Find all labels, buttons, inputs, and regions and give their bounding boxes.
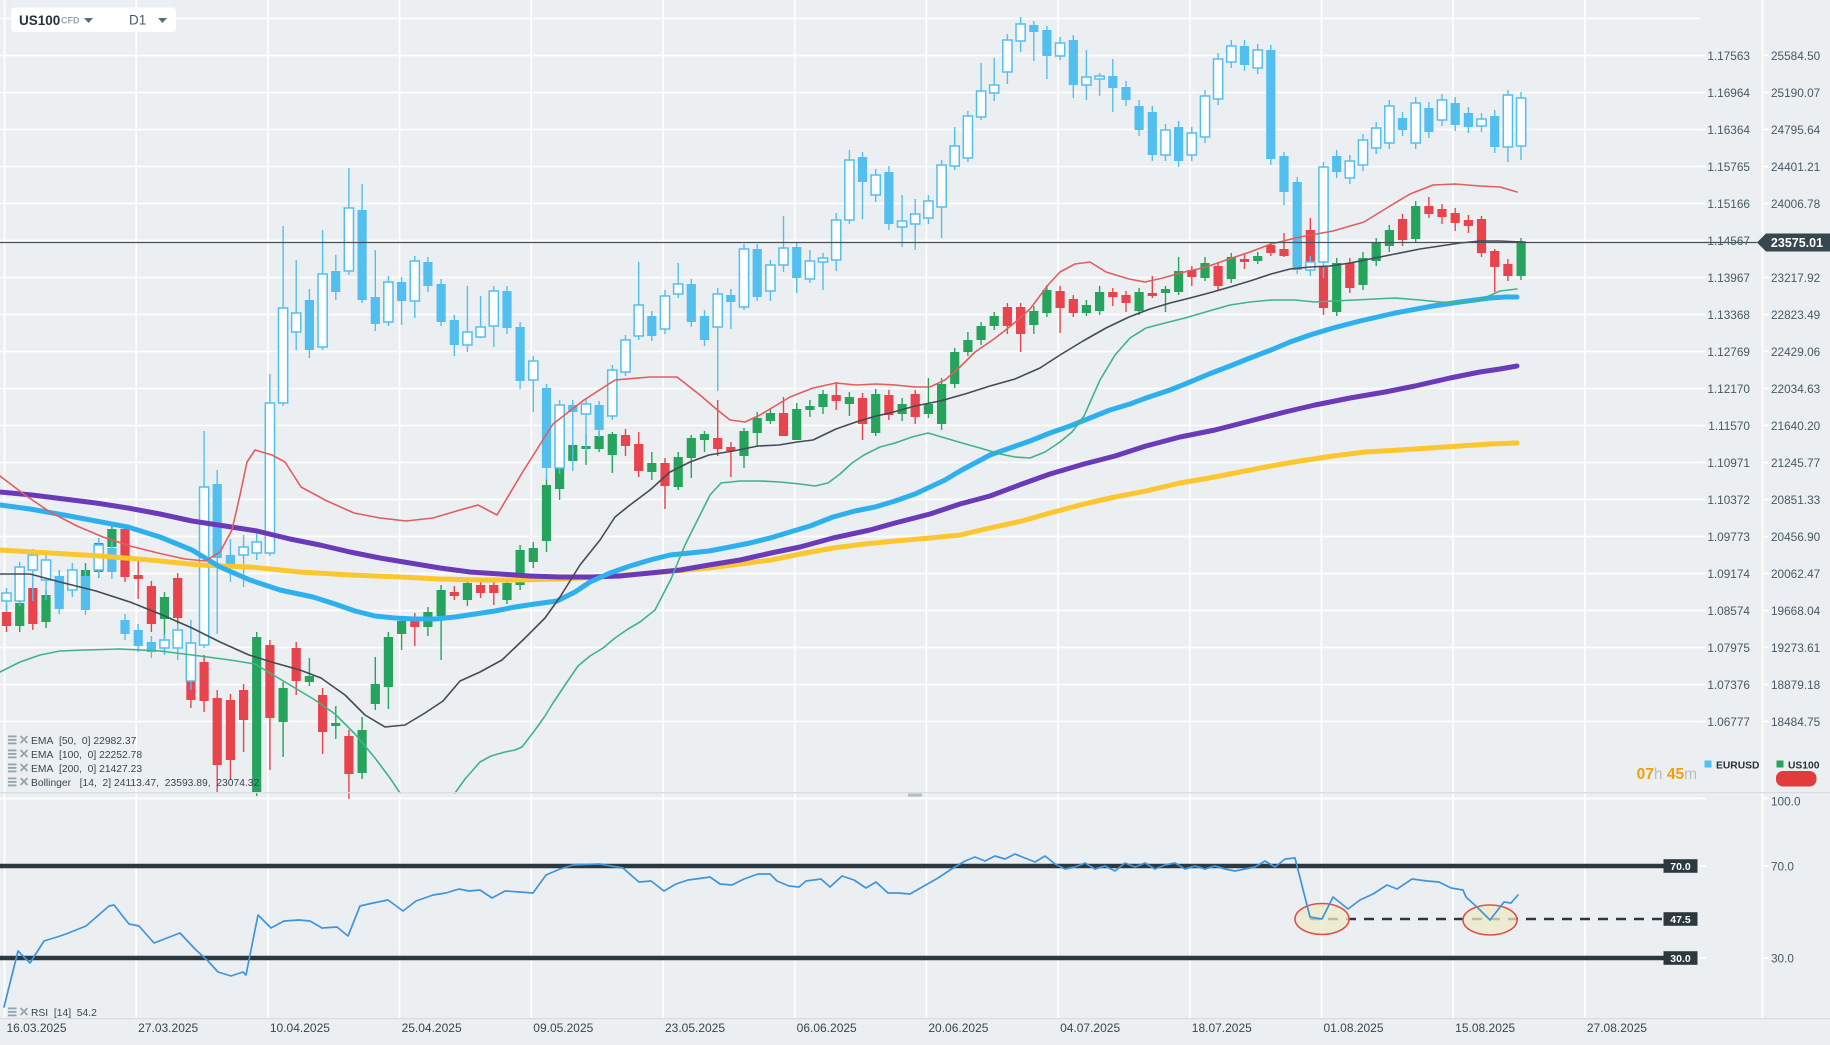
svg-text:1.06777: 1.06777 — [1707, 715, 1750, 729]
svg-text:01.08.2025: 01.08.2025 — [1323, 1021, 1383, 1035]
svg-text:09.05.2025: 09.05.2025 — [533, 1021, 593, 1035]
svg-text:1.14567: 1.14567 — [1707, 234, 1750, 248]
svg-text:27.03.2025: 27.03.2025 — [138, 1021, 198, 1035]
svg-text:1.08574: 1.08574 — [1707, 604, 1750, 618]
svg-text:22823.49: 22823.49 — [1771, 308, 1820, 322]
svg-text:70.0: 70.0 — [1670, 861, 1691, 873]
svg-text:25.04.2025: 25.04.2025 — [402, 1021, 462, 1035]
svg-text:EURUSD: EURUSD — [1716, 761, 1759, 772]
svg-text:EMA [50, 0] 22982.37: EMA [50, 0] 22982.37 — [31, 736, 137, 747]
svg-text:23575.01: 23575.01 — [1771, 236, 1823, 250]
svg-text:1.09174: 1.09174 — [1707, 567, 1750, 581]
svg-text:27.08.2025: 27.08.2025 — [1587, 1021, 1647, 1035]
svg-text:21245.77: 21245.77 — [1771, 456, 1820, 470]
svg-text:24006.78: 24006.78 — [1771, 197, 1821, 211]
svg-text:19668.04: 19668.04 — [1771, 604, 1821, 618]
svg-text:1.07975: 1.07975 — [1707, 641, 1750, 655]
svg-text:20851.33: 20851.33 — [1771, 493, 1821, 507]
svg-text:1.10971: 1.10971 — [1707, 456, 1750, 470]
svg-text:25190.07: 25190.07 — [1771, 86, 1820, 100]
svg-text:20.06.2025: 20.06.2025 — [928, 1021, 988, 1035]
svg-text:D1: D1 — [129, 13, 146, 28]
svg-text:24795.64: 24795.64 — [1771, 123, 1821, 137]
svg-text:16.03.2025: 16.03.2025 — [6, 1021, 66, 1035]
svg-text:47.5: 47.5 — [1670, 914, 1691, 926]
svg-text:Bollinger [14, 2] 24113.47,: Bollinger [14, 2] 24113.47, 23593.89, 23… — [31, 778, 260, 789]
svg-text:30.0: 30.0 — [1670, 953, 1691, 965]
svg-text:1.12769: 1.12769 — [1707, 345, 1750, 359]
svg-text:04.07.2025: 04.07.2025 — [1060, 1021, 1120, 1035]
svg-text:25584.50: 25584.50 — [1771, 49, 1821, 63]
svg-text:100.0: 100.0 — [1771, 795, 1801, 809]
svg-text:23217.92: 23217.92 — [1771, 271, 1820, 285]
svg-text:21640.20: 21640.20 — [1771, 419, 1821, 433]
svg-text:07h 45m: 07h 45m — [1637, 766, 1697, 783]
svg-text:1.15166: 1.15166 — [1707, 197, 1750, 211]
svg-text:1.09773: 1.09773 — [1707, 530, 1750, 544]
svg-text:22429.06: 22429.06 — [1771, 345, 1821, 359]
svg-text:1.16364: 1.16364 — [1707, 123, 1750, 137]
svg-text:1.16964: 1.16964 — [1707, 86, 1750, 100]
svg-text:18879.18: 18879.18 — [1771, 678, 1821, 692]
svg-text:18484.75: 18484.75 — [1771, 715, 1821, 729]
svg-text:1.07376: 1.07376 — [1707, 678, 1750, 692]
svg-text:20062.47: 20062.47 — [1771, 567, 1820, 581]
svg-text:1.10372: 1.10372 — [1707, 493, 1750, 507]
svg-text:15.08.2025: 15.08.2025 — [1455, 1021, 1515, 1035]
svg-text:23.05.2025: 23.05.2025 — [665, 1021, 725, 1035]
svg-text:10.04.2025: 10.04.2025 — [270, 1021, 330, 1035]
svg-text:1.13967: 1.13967 — [1707, 271, 1750, 285]
svg-text:1.13368: 1.13368 — [1707, 308, 1750, 322]
svg-text:20456.90: 20456.90 — [1771, 530, 1821, 544]
svg-text:18.07.2025: 18.07.2025 — [1192, 1021, 1252, 1035]
svg-text:US100: US100 — [19, 13, 60, 28]
svg-text:CFD: CFD — [61, 16, 80, 26]
svg-text:1.17563: 1.17563 — [1707, 49, 1750, 63]
svg-text:US100: US100 — [1788, 761, 1820, 772]
svg-text:1.11570: 1.11570 — [1708, 419, 1750, 433]
svg-text:RSI [14] 54.2: RSI [14] 54.2 — [31, 1008, 97, 1019]
svg-text:06.06.2025: 06.06.2025 — [797, 1021, 857, 1035]
svg-text:30.0: 30.0 — [1771, 952, 1794, 966]
svg-text:19273.61: 19273.61 — [1771, 641, 1820, 655]
svg-text:22034.63: 22034.63 — [1771, 382, 1821, 396]
svg-text:1.12170: 1.12170 — [1707, 382, 1750, 396]
svg-text:70.0: 70.0 — [1771, 860, 1794, 874]
svg-text:24401.21: 24401.21 — [1771, 160, 1820, 174]
svg-text:EMA [100, 0] 22252.78: EMA [100, 0] 22252.78 — [31, 750, 142, 761]
svg-text:EMA [200, 0] 21427.23: EMA [200, 0] 21427.23 — [31, 764, 142, 775]
svg-text:1.15765: 1.15765 — [1707, 160, 1750, 174]
